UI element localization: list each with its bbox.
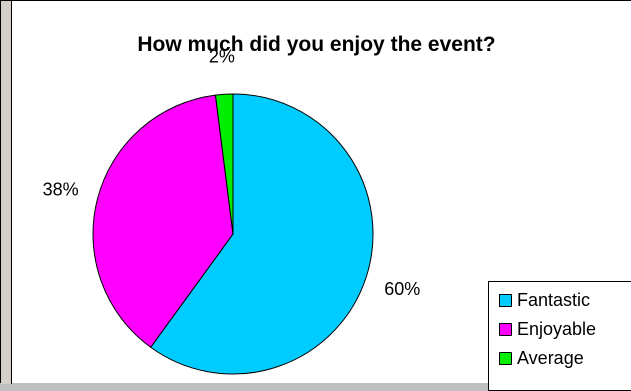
pie-slice-average bbox=[214, 93, 234, 235]
data-label-enjoyable: 38% bbox=[43, 180, 79, 200]
legend-swatch-average bbox=[499, 351, 512, 365]
data-label-fantastic: 60% bbox=[384, 279, 420, 299]
legend-label-enjoyable: Enjoyable bbox=[517, 318, 597, 339]
chart-legend: Fantastic Enjoyable Average bbox=[488, 281, 631, 391]
legend-label-fantastic: Fantastic bbox=[517, 289, 591, 310]
pie-slices bbox=[92, 93, 374, 375]
sheet-edge bbox=[1, 1, 12, 384]
legend-swatch-enjoyable bbox=[499, 322, 512, 336]
pie-chart: 60% 38% 2% bbox=[43, 46, 421, 375]
data-label-average: 2% bbox=[209, 46, 235, 66]
legend-item-average: Average bbox=[499, 346, 584, 370]
legend-item-fantastic: Fantastic bbox=[499, 288, 590, 312]
legend-swatch-fantastic bbox=[499, 293, 512, 307]
chart-title: How much did you enjoy the event? bbox=[137, 33, 496, 56]
legend-label-average: Average bbox=[517, 347, 584, 368]
pie-labels: 60% 38% 2% bbox=[43, 46, 421, 299]
legend-item-enjoyable: Enjoyable bbox=[499, 317, 596, 341]
pie-slice-enjoyable bbox=[92, 94, 234, 348]
pie-slice-fantastic bbox=[150, 93, 374, 375]
